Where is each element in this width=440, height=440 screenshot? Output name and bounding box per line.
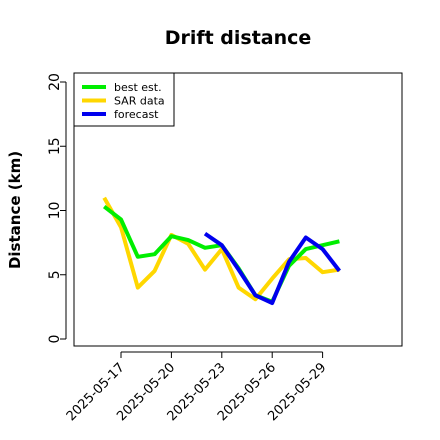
y-tick-label: 15: [47, 137, 63, 155]
legend-label-best-est: best est.: [114, 81, 162, 94]
legend-label-forecast: forecast: [114, 108, 159, 121]
series-line-sar-data: [102, 196, 340, 302]
y-tick-label: 20: [47, 73, 63, 91]
series-line-forecast: [203, 231, 341, 305]
x-axis: 2025-05-172025-05-202025-05-232025-05-26…: [64, 351, 329, 424]
legend-label-sar-data: SAR data: [114, 95, 165, 108]
y-axis: 0 5 10 15 20: [47, 73, 67, 344]
plot-frame: [73, 72, 403, 347]
y-axis-label: Distance (km): [6, 151, 24, 269]
y-tick-label: 5: [47, 270, 63, 279]
y-tick-label: 10: [47, 202, 63, 220]
y-tick-label: 0: [47, 335, 63, 344]
series-layer: [102, 196, 341, 305]
chart-title: Drift distance: [165, 27, 312, 49]
